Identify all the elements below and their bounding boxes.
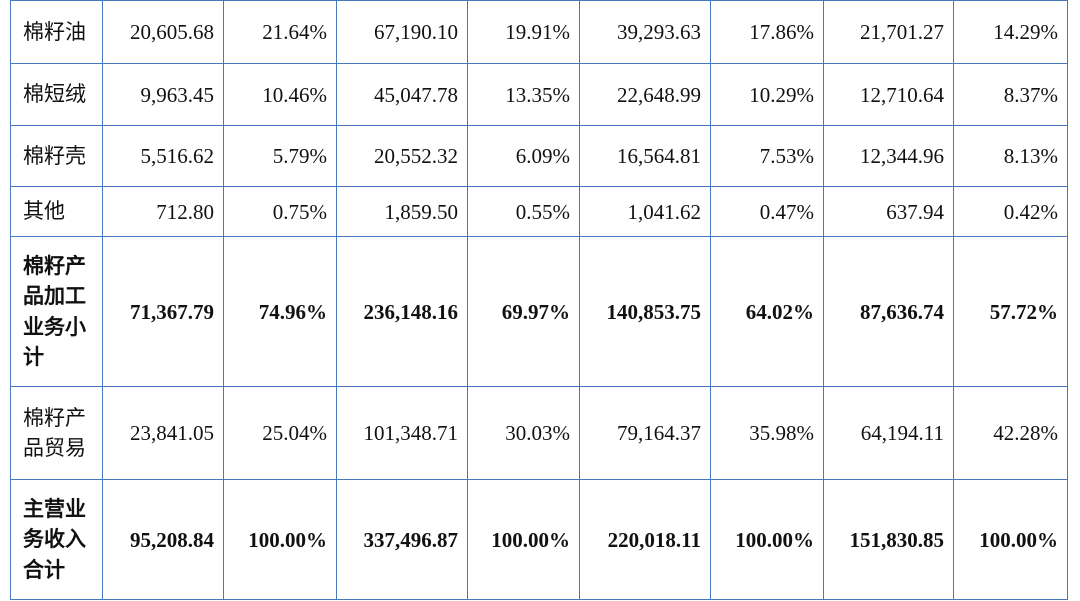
cell-value: 9,963.45 bbox=[102, 63, 224, 126]
cell-value: 337,496.87 bbox=[336, 479, 468, 600]
cell-value: 42.28% bbox=[953, 386, 1068, 480]
cell-value: 100.00% bbox=[710, 479, 824, 600]
cell-value: 12,710.64 bbox=[823, 63, 954, 126]
table-row-other: 其他 712.80 0.75% 1,859.50 0.55% 1,041.62 … bbox=[10, 186, 1068, 237]
cell-value: 10.46% bbox=[223, 63, 337, 126]
cell-value: 30.03% bbox=[467, 386, 580, 480]
cell-value: 0.55% bbox=[467, 186, 580, 237]
table-row-cottonseed-oil: 棉籽油 20,605.68 21.64% 67,190.10 19.91% 39… bbox=[10, 0, 1068, 64]
row-label: 棉籽壳 bbox=[10, 125, 103, 187]
cell-value: 7.53% bbox=[710, 125, 824, 187]
row-label: 棉籽油 bbox=[10, 0, 103, 64]
cell-value: 100.00% bbox=[467, 479, 580, 600]
cell-value: 12,344.96 bbox=[823, 125, 954, 187]
cell-value: 5,516.62 bbox=[102, 125, 224, 187]
cell-value: 100.00% bbox=[223, 479, 337, 600]
row-label: 主营业务收入合计 bbox=[10, 479, 103, 600]
cell-value: 5.79% bbox=[223, 125, 337, 187]
row-label: 其他 bbox=[10, 186, 103, 237]
cell-value: 64,194.11 bbox=[823, 386, 954, 480]
cell-value: 95,208.84 bbox=[102, 479, 224, 600]
cell-value: 20,552.32 bbox=[336, 125, 468, 187]
cell-value: 21,701.27 bbox=[823, 0, 954, 64]
cell-value: 8.37% bbox=[953, 63, 1068, 126]
cell-value: 140,853.75 bbox=[579, 236, 711, 387]
table-row-processing-subtotal: 棉籽产品加工业务小计 71,367.79 74.96% 236,148.16 6… bbox=[10, 236, 1068, 387]
table-row-cottonseed-hull: 棉籽壳 5,516.62 5.79% 20,552.32 6.09% 16,56… bbox=[10, 125, 1068, 187]
cell-value: 71,367.79 bbox=[102, 236, 224, 387]
cell-value: 67,190.10 bbox=[336, 0, 468, 64]
cell-value: 22,648.99 bbox=[579, 63, 711, 126]
cell-value: 0.47% bbox=[710, 186, 824, 237]
cell-value: 17.86% bbox=[710, 0, 824, 64]
revenue-breakdown-table: 棉籽油 20,605.68 21.64% 67,190.10 19.91% 39… bbox=[10, 0, 1068, 600]
cell-value: 13.35% bbox=[467, 63, 580, 126]
cell-value: 16,564.81 bbox=[579, 125, 711, 187]
cell-value: 1,041.62 bbox=[579, 186, 711, 237]
cell-value: 19.91% bbox=[467, 0, 580, 64]
row-label: 棉籽产品贸易 bbox=[10, 386, 103, 480]
cell-value: 79,164.37 bbox=[579, 386, 711, 480]
cell-value: 8.13% bbox=[953, 125, 1068, 187]
cell-value: 35.98% bbox=[710, 386, 824, 480]
cell-value: 637.94 bbox=[823, 186, 954, 237]
cell-value: 64.02% bbox=[710, 236, 824, 387]
cell-value: 87,636.74 bbox=[823, 236, 954, 387]
cell-value: 23,841.05 bbox=[102, 386, 224, 480]
cell-value: 1,859.50 bbox=[336, 186, 468, 237]
table-row-product-trade: 棉籽产品贸易 23,841.05 25.04% 101,348.71 30.03… bbox=[10, 386, 1068, 480]
cell-value: 74.96% bbox=[223, 236, 337, 387]
row-label: 棉籽产品加工业务小计 bbox=[10, 236, 103, 387]
table-row-cotton-linter: 棉短绒 9,963.45 10.46% 45,047.78 13.35% 22,… bbox=[10, 63, 1068, 126]
cell-value: 20,605.68 bbox=[102, 0, 224, 64]
cell-value: 21.64% bbox=[223, 0, 337, 64]
cell-value: 6.09% bbox=[467, 125, 580, 187]
table-row-main-revenue-total: 主营业务收入合计 95,208.84 100.00% 337,496.87 10… bbox=[10, 479, 1068, 600]
cell-value: 57.72% bbox=[953, 236, 1068, 387]
cell-value: 25.04% bbox=[223, 386, 337, 480]
row-label: 棉短绒 bbox=[10, 63, 103, 126]
cell-value: 39,293.63 bbox=[579, 0, 711, 64]
cell-value: 712.80 bbox=[102, 186, 224, 237]
cell-value: 100.00% bbox=[953, 479, 1068, 600]
cell-value: 236,148.16 bbox=[336, 236, 468, 387]
cell-value: 0.42% bbox=[953, 186, 1068, 237]
cell-value: 10.29% bbox=[710, 63, 824, 126]
cell-value: 45,047.78 bbox=[336, 63, 468, 126]
cell-value: 0.75% bbox=[223, 186, 337, 237]
cell-value: 14.29% bbox=[953, 0, 1068, 64]
cell-value: 101,348.71 bbox=[336, 386, 468, 480]
cell-value: 220,018.11 bbox=[579, 479, 711, 600]
cell-value: 151,830.85 bbox=[823, 479, 954, 600]
cell-value: 69.97% bbox=[467, 236, 580, 387]
